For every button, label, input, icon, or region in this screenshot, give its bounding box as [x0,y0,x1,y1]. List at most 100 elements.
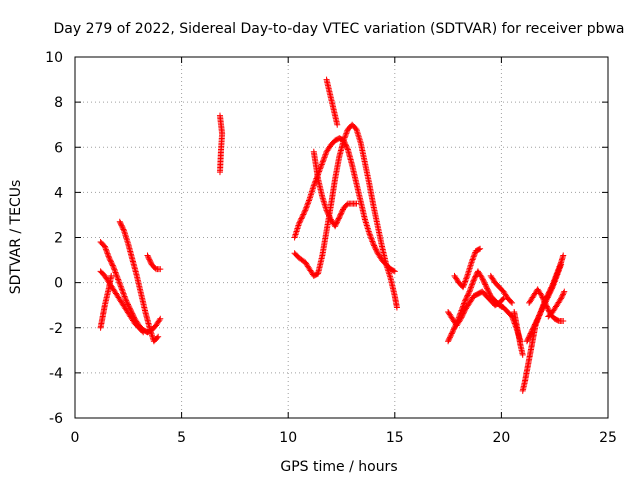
data-point [117,219,124,226]
data-point [457,315,464,322]
data-point [468,284,475,291]
data-point [112,269,119,276]
data-point [336,214,343,221]
data-point [468,259,475,266]
data-point [157,266,164,273]
data-point [343,142,350,149]
data-point [321,152,328,159]
data-point [558,295,565,302]
data-point [477,245,484,252]
data-point [353,200,360,207]
data-point [373,247,380,254]
data-point [460,284,467,291]
data-point [120,290,127,297]
data-point [469,280,476,287]
data-point [337,211,344,218]
data-point [507,298,514,305]
data-point [106,256,113,263]
y-tick-label: 10 [45,50,63,66]
data-point [295,220,302,227]
data-point [554,270,561,277]
data-point [118,286,125,293]
chart-title: Day 279 of 2022, Sidereal Day-to-day VTE… [53,21,624,37]
data-point [525,334,532,341]
data-point [555,268,562,275]
data-point [464,292,471,299]
data-point [463,295,470,302]
data-point [114,273,121,280]
data-point [543,303,550,310]
data-point [156,317,163,324]
data-point [468,283,475,290]
data-point [110,263,117,270]
data-point [333,220,340,227]
data-point [531,322,538,329]
data-point [559,292,566,299]
data-point [542,300,549,307]
data-point [541,299,548,306]
data-point [459,311,466,318]
data-point [528,327,535,334]
data-point [448,330,455,337]
data-points [97,76,568,394]
data-point [560,252,567,259]
data-point [303,204,310,211]
data-point [470,278,477,285]
data-point [546,290,553,297]
data-point [550,281,557,288]
data-point [544,306,551,313]
data-point [448,331,455,338]
data-point [369,239,376,246]
data-point [326,213,333,220]
data-point [476,246,483,253]
data-point [332,223,339,230]
series-arc-d [116,218,162,345]
data-point [461,281,468,288]
data-point [374,249,381,256]
data-point [111,268,118,275]
data-point [343,143,350,150]
data-point [323,150,330,157]
data-point [320,155,327,162]
data-point [108,259,115,266]
data-point [446,335,453,342]
data-point [528,329,535,336]
data-point [304,201,311,208]
data-point [344,145,351,152]
y-tick-label: 4 [54,185,63,201]
data-point [484,286,491,293]
data-point [305,198,312,205]
data-point [103,249,110,256]
data-point [461,307,468,314]
data-point [324,210,331,217]
data-point [146,256,153,263]
data-point [552,277,559,284]
data-point [339,207,346,214]
y-tick-label: 0 [54,276,63,292]
data-point [551,279,558,286]
data-point [461,279,468,286]
data-point [485,288,492,295]
data-point [471,276,478,283]
data-point [325,211,332,218]
data-point [446,334,453,341]
data-point [343,130,350,137]
data-point [561,288,568,295]
data-point [540,297,547,304]
series-arc-n [487,272,516,306]
data-point [463,274,470,281]
data-point [462,296,469,303]
data-point [467,285,474,292]
data-point [466,287,473,294]
data-point [536,312,543,319]
data-point [342,131,349,138]
data-point [538,293,545,300]
y-axis-label: SDTVAR / TECUs [8,180,24,295]
data-point [139,328,146,335]
y-tick-label: 6 [54,140,63,156]
data-point [336,212,343,219]
data-point [116,280,123,287]
data-point [541,298,548,305]
data-point [299,214,306,221]
